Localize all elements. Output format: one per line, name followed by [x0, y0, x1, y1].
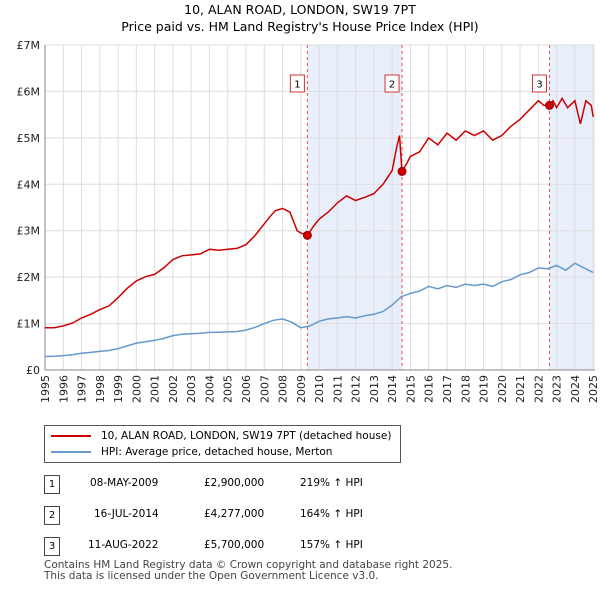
chart-title: 10, ALAN ROAD, LONDON, SW19 7PT [184, 2, 416, 17]
legend-item-hpi: HPI: Average price, detached house, Mert… [51, 444, 332, 460]
y-tick-label: £4M [17, 178, 41, 191]
x-tick-label: 2022 [532, 375, 545, 403]
sale-date: 08-MAY-2009 [90, 477, 159, 489]
y-tick-label: £5M [17, 132, 41, 145]
x-tick-label: 1996 [57, 375, 70, 403]
legend-item-property: 10, ALAN ROAD, LONDON, SW19 7PT (detache… [51, 428, 391, 444]
x-tick-label: 2006 [240, 375, 253, 403]
y-tick-label: £2M [17, 271, 41, 284]
x-tick-label: 2010 [313, 375, 326, 403]
sale-hpi-change: 219% ↑ HPI [300, 477, 363, 489]
sale-label-box [289, 74, 305, 93]
sale-point [397, 166, 407, 176]
x-tick-label: 2024 [569, 375, 582, 403]
x-tick-label: 2018 [459, 375, 472, 403]
x-tick-label: 1998 [94, 375, 107, 403]
x-tick-label: 2021 [514, 375, 527, 403]
y-tick-label: £0 [26, 364, 40, 377]
sale-price: £5,700,000 [204, 539, 265, 551]
chart-subtitle: Price paid vs. HM Land Registry's House … [121, 19, 479, 34]
x-tick-label: 2016 [423, 375, 436, 403]
sale-label-box [384, 74, 400, 93]
sale-date: 11-AUG-2022 [88, 539, 159, 551]
x-tick-label: 2023 [551, 375, 564, 403]
x-tick-label: 2019 [478, 375, 491, 403]
x-tick-label: 2005 [222, 375, 235, 403]
y-tick-label: £6M [17, 85, 41, 98]
x-tick-label: 1999 [112, 375, 125, 403]
footer: Contains HM Land Registry data © Crown c… [44, 560, 452, 582]
y-tick-label: £1M [17, 318, 41, 331]
sale-label-box [532, 74, 548, 93]
y-tick-label: £7M [17, 39, 41, 52]
x-tick-label: 2002 [167, 375, 180, 403]
x-tick-label: 2017 [441, 375, 454, 403]
footer-licence: This data is licensed under the Open Gov… [44, 570, 379, 582]
sale-price: £4,277,000 [204, 508, 265, 520]
x-tick-label: 2020 [496, 375, 509, 403]
x-tick-label: 2004 [203, 375, 216, 403]
x-tick-label: 2015 [404, 375, 417, 403]
x-tick-label: 2000 [130, 375, 143, 403]
series-line-property [45, 96, 594, 329]
sale-hpi-change: 157% ↑ HPI [300, 539, 363, 551]
x-tick-label: 2008 [277, 375, 290, 403]
sale-badge: 1 [44, 475, 60, 494]
sale-point [302, 230, 312, 240]
footer-copyright: Contains HM Land Registry data © Crown c… [44, 559, 453, 571]
x-tick-label: 2001 [149, 375, 162, 403]
sale-date: 16-JUL-2014 [94, 508, 159, 520]
x-tick-label: 2014 [386, 375, 399, 403]
x-tick-label: 2025 [587, 375, 600, 403]
x-tick-label: 2011 [331, 375, 344, 403]
sale-hpi-change: 164% ↑ HPI [300, 508, 363, 520]
x-tick-label: 2012 [350, 375, 363, 403]
shaded-region [307, 45, 403, 370]
sale-label-number: 3 [536, 80, 542, 91]
sale-badge: 2 [44, 506, 60, 525]
sale-badge: 3 [44, 537, 60, 556]
legend: 10, ALAN ROAD, LONDON, SW19 7PT (detache… [44, 425, 401, 463]
y-tick-label: £3M [17, 225, 41, 238]
x-tick-label: 1997 [76, 375, 89, 403]
sale-label-number: 2 [389, 80, 395, 91]
sale-label-number: 1 [294, 80, 300, 91]
legend-swatch-property [51, 435, 91, 437]
x-tick-label: 2013 [368, 375, 381, 403]
price-chart: £0 £1M £2M £3M £4M £5M £6M £7M 1995 1996 1997 1998 1… [17, 39, 600, 403]
series-line-hpi [44, 262, 594, 358]
x-tick-label: 2007 [258, 375, 271, 403]
x-tick-label: 2003 [185, 375, 198, 403]
x-tick-label: 2009 [295, 375, 308, 403]
sale-price: £2,900,000 [204, 477, 265, 489]
x-tick-label: 1995 [39, 375, 52, 403]
legend-swatch-hpi [51, 451, 91, 453]
legend-label-hpi: HPI: Average price, detached house, Mert… [101, 446, 333, 458]
legend-label-property: 10, ALAN ROAD, LONDON, SW19 7PT (detache… [101, 430, 392, 442]
sale-point [545, 100, 555, 110]
